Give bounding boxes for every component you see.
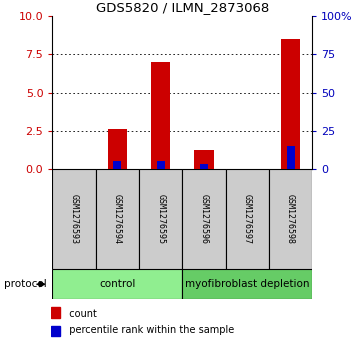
Text: protocol: protocol (4, 279, 47, 289)
Bar (96, 169, 139, 269)
Bar (226, 169, 269, 269)
Text: GSM1276595: GSM1276595 (156, 194, 165, 244)
Bar (182, 269, 312, 299)
Text: control: control (99, 279, 135, 289)
Bar (287, 146, 295, 169)
Bar (194, 151, 214, 169)
Bar (281, 39, 300, 169)
Bar (52, 169, 96, 269)
Title: GDS5820 / ILMN_2873068: GDS5820 / ILMN_2873068 (96, 1, 269, 14)
Text: GSM1276597: GSM1276597 (243, 194, 252, 244)
Text: myofibroblast depletion: myofibroblast depletion (185, 279, 309, 289)
Bar (269, 169, 312, 269)
Text: GSM1276598: GSM1276598 (286, 194, 295, 244)
Bar (51, 326, 60, 336)
Bar (151, 62, 170, 169)
Bar (113, 161, 121, 169)
Bar (108, 129, 127, 169)
Text: GSM1276594: GSM1276594 (113, 194, 122, 244)
Bar (52, 269, 182, 299)
Text: GSM1276593: GSM1276593 (70, 194, 78, 244)
Bar (182, 169, 226, 269)
Bar (51, 307, 60, 318)
Text: percentile rank within the sample: percentile rank within the sample (63, 325, 234, 335)
Bar (139, 169, 182, 269)
Bar (200, 164, 208, 169)
Text: count: count (63, 309, 97, 319)
Bar (157, 161, 165, 169)
Text: GSM1276596: GSM1276596 (200, 194, 208, 244)
